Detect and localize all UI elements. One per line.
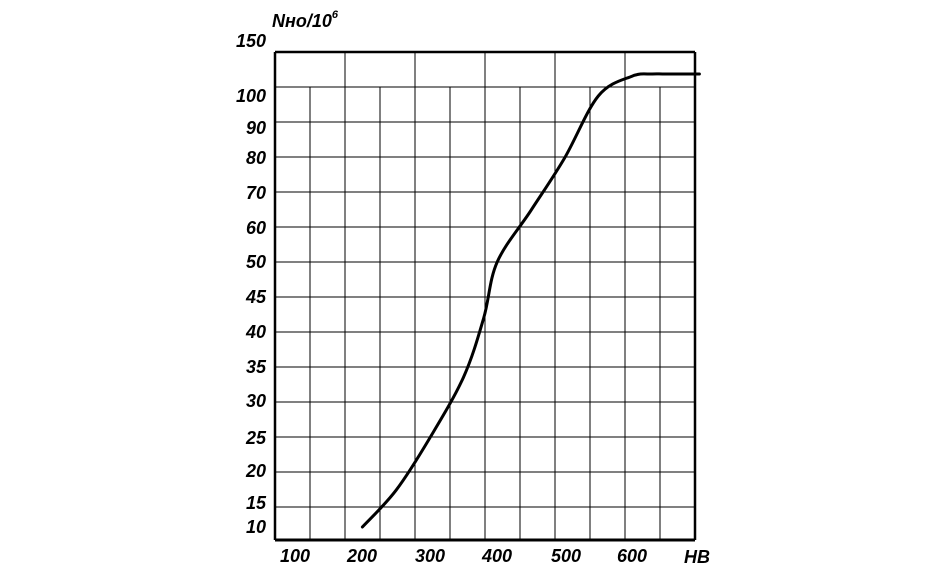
y-tick-label: 50 (246, 252, 266, 272)
y-tick-label: 35 (246, 357, 267, 377)
y-tick-label: 10 (246, 517, 266, 537)
x-tick-label: 600 (617, 546, 647, 566)
x-axis-label: HB (684, 547, 710, 567)
y-tick-label: 20 (245, 461, 266, 481)
y-tick-label: 60 (246, 218, 266, 238)
y-tick-label: 150 (236, 31, 266, 51)
y-tick-label: 40 (245, 322, 266, 342)
endurance-curve (360, 72, 701, 529)
y-tick-label: 25 (245, 428, 267, 448)
y-tick-label: 90 (246, 118, 266, 138)
y-tick-label: 70 (246, 183, 266, 203)
y-tick-label: 80 (246, 148, 266, 168)
y-tick-label: 100 (236, 86, 266, 106)
y-tick-label: 15 (246, 493, 267, 513)
y-tick-label: 45 (245, 287, 267, 307)
x-tick-label: 400 (481, 546, 512, 566)
x-tick-label: 500 (551, 546, 581, 566)
y-tick-labels: 150 100 90 80 70 60 50 45 40 35 30 25 20 15 10 (236, 31, 267, 537)
y-axis-label-exponent: 6 (332, 9, 339, 21)
x-tick-label: 300 (415, 546, 445, 566)
x-tick-label: 200 (346, 546, 377, 566)
chart-grid (275, 52, 695, 540)
y-tick-label: 30 (246, 391, 266, 411)
plot-frame (273, 50, 697, 542)
x-tick-labels: 100 200 300 400 500 600 (280, 546, 647, 566)
y-axis-label: Nно/106 (272, 9, 339, 31)
x-tick-label: 100 (280, 546, 310, 566)
y-axis-label-main: Nно/10 (272, 11, 332, 31)
